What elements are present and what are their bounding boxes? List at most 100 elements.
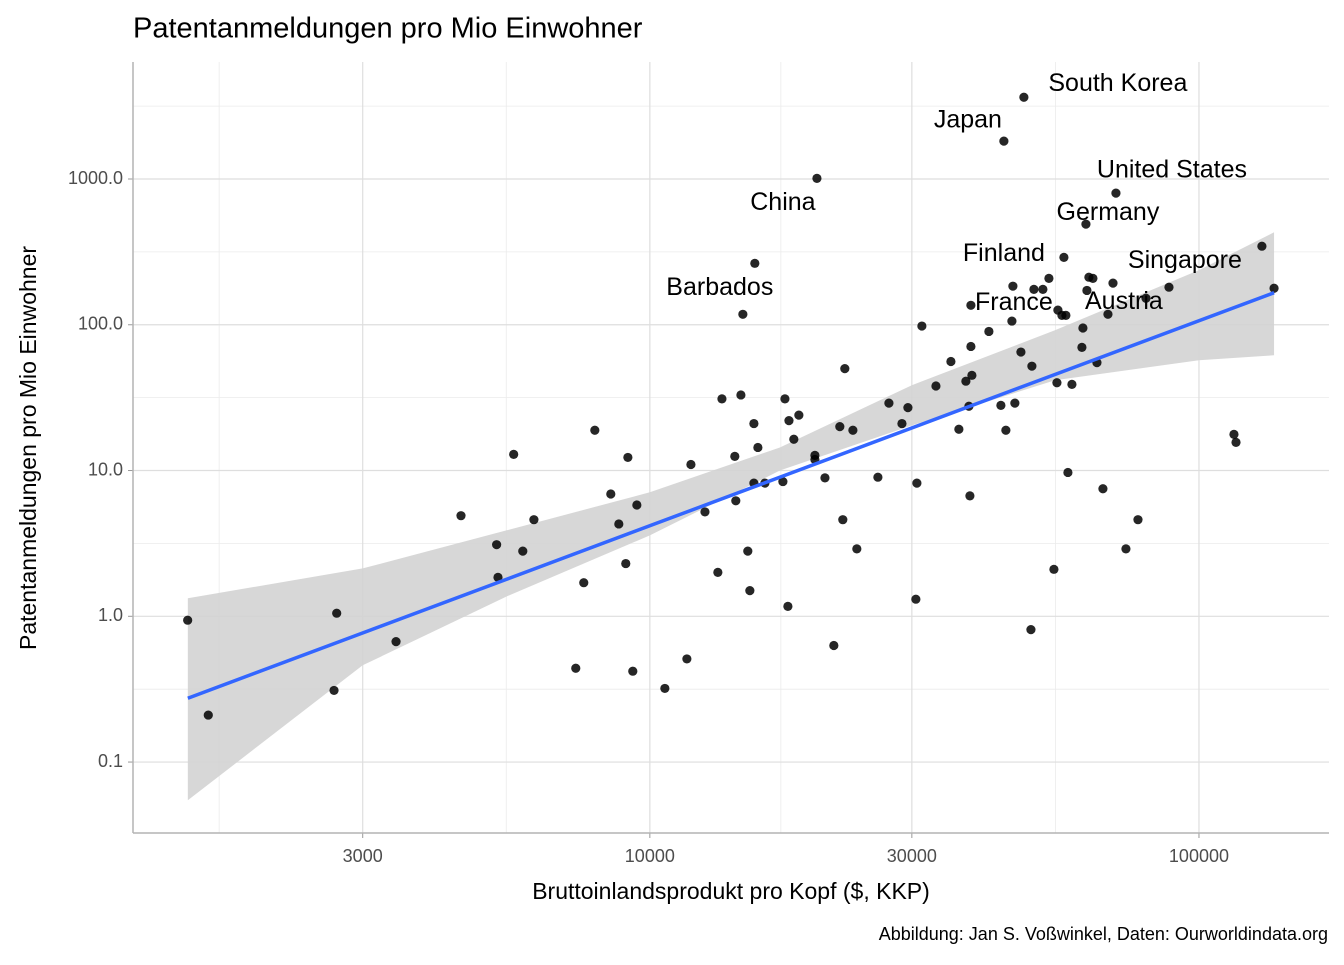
- point: [628, 666, 638, 676]
- point: [946, 356, 956, 367]
- point: [1133, 515, 1143, 525]
- point: [1082, 285, 1092, 296]
- point: [780, 394, 790, 404]
- point-label: South Korea: [1048, 69, 1187, 97]
- point: [203, 710, 213, 720]
- point: [753, 442, 763, 453]
- point: [745, 586, 755, 596]
- point: [1007, 316, 1017, 326]
- point: [931, 381, 941, 391]
- point: [713, 567, 723, 578]
- point: [1063, 467, 1073, 478]
- point: [810, 450, 820, 460]
- y-tick-label: 10.0: [88, 459, 123, 479]
- point: [778, 476, 788, 487]
- point-label: Finland: [963, 239, 1045, 267]
- point: [623, 452, 633, 463]
- point: [1077, 342, 1087, 352]
- point: [493, 572, 503, 582]
- point: [1108, 278, 1118, 288]
- point: [1103, 309, 1113, 319]
- point: [789, 434, 799, 444]
- point: [996, 400, 1006, 410]
- point: [1098, 484, 1108, 494]
- point: [1019, 92, 1029, 102]
- point: [1081, 219, 1091, 229]
- point: [784, 416, 794, 426]
- point: [820, 473, 830, 483]
- point: [1059, 252, 1069, 262]
- point: [717, 394, 727, 404]
- point: [1067, 379, 1077, 389]
- point: [954, 424, 964, 434]
- point: [911, 594, 921, 604]
- point: [332, 608, 342, 618]
- point: [1026, 625, 1036, 635]
- point: [738, 309, 748, 319]
- point: [509, 449, 519, 460]
- point-label: Germany: [1057, 198, 1160, 226]
- point: [686, 459, 696, 470]
- point: [783, 601, 793, 611]
- fit-line: [187, 291, 1275, 700]
- point: [183, 615, 193, 625]
- point-label: Austria: [1085, 287, 1163, 315]
- point: [632, 500, 642, 510]
- y-tick-label: 100.0: [78, 314, 123, 334]
- point: [329, 685, 339, 696]
- point: [1029, 284, 1039, 294]
- point: [518, 546, 528, 556]
- point: [984, 326, 994, 337]
- point: [391, 637, 401, 647]
- caption: Abbildung: Jan S. Voßwinkel, Daten: Ourw…: [879, 924, 1328, 944]
- point-label: China: [750, 188, 815, 216]
- point: [897, 418, 907, 429]
- x-tick-label: 30000: [887, 846, 937, 866]
- point: [1111, 188, 1121, 198]
- point: [743, 546, 753, 556]
- point: [456, 511, 466, 521]
- point: [961, 376, 971, 386]
- point: [736, 390, 746, 400]
- point: [838, 515, 848, 525]
- point: [606, 489, 616, 499]
- point: [529, 515, 539, 525]
- point: [966, 341, 976, 352]
- point: [571, 663, 581, 673]
- point: [1078, 323, 1088, 333]
- y-tick-label: 1000.0: [68, 168, 123, 188]
- point: [1061, 310, 1071, 320]
- point-label: Singapore: [1128, 246, 1242, 274]
- point: [1257, 241, 1267, 251]
- x-tick-label: 10000: [625, 846, 675, 866]
- point: [1121, 544, 1131, 554]
- point: [1269, 283, 1279, 293]
- point: [1088, 273, 1098, 284]
- point: [835, 422, 845, 432]
- point: [794, 410, 804, 420]
- x-tick-label: 3000: [343, 846, 383, 866]
- point: [812, 173, 822, 183]
- y-axis-title: Patentanmeldungen pro Mio Einwohner: [15, 246, 41, 650]
- chart-title: Patentanmeldungen pro Mio Einwohner: [133, 13, 643, 45]
- point: [999, 136, 1009, 146]
- point: [682, 654, 692, 664]
- point: [590, 425, 600, 435]
- x-axis-title: Bruttoinlandsprodukt pro Kopf ($, KKP): [532, 878, 930, 904]
- y-tick-label: 1.0: [98, 605, 123, 625]
- point: [1038, 284, 1048, 294]
- point: [1229, 429, 1239, 439]
- point: [1008, 281, 1018, 291]
- point: [917, 321, 927, 331]
- point: [750, 258, 760, 268]
- point: [967, 370, 977, 380]
- point: [1044, 273, 1054, 284]
- point: [1001, 425, 1011, 435]
- point-label: France: [975, 288, 1053, 316]
- y-tick-label: 0.1: [98, 751, 123, 771]
- point: [1164, 282, 1174, 292]
- point-label: Japan: [934, 106, 1002, 134]
- x-tick-label: 100000: [1169, 846, 1229, 866]
- confidence-band: [187, 232, 1275, 801]
